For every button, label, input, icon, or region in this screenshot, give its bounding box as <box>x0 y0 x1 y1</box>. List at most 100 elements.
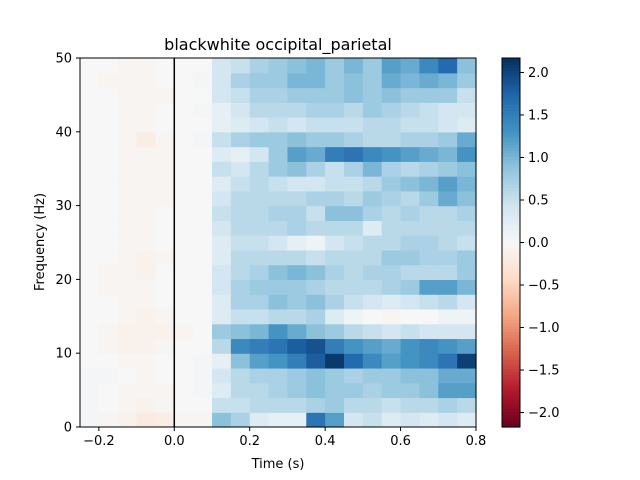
heatmap-cell <box>381 367 402 384</box>
heatmap-cell <box>193 87 213 103</box>
heatmap-cell <box>400 294 421 310</box>
heatmap-cell <box>287 102 307 118</box>
heatmap-cell <box>174 308 194 325</box>
colorbar-segment <box>502 411 520 416</box>
heatmap-cell <box>193 279 213 295</box>
colorbar-segment <box>502 340 520 345</box>
heatmap-cell <box>174 220 194 236</box>
heatmap-cell <box>230 397 251 413</box>
colorbar-segment <box>502 377 520 382</box>
heatmap-cell <box>249 161 270 177</box>
colorbar-segment <box>502 248 520 253</box>
colorbar-segment <box>502 417 520 422</box>
heatmap-cell <box>457 146 477 162</box>
heatmap-cell <box>155 397 175 413</box>
colorbar-segment <box>502 110 520 114</box>
heatmap-cell <box>362 279 383 295</box>
heatmap-cell <box>457 190 477 207</box>
colorbar-segment <box>502 251 520 256</box>
heatmap-cell <box>457 397 477 413</box>
heatmap-cell <box>98 58 119 74</box>
colorbar-tick-label: −1.5 <box>528 364 560 379</box>
heatmap-cell <box>400 397 421 413</box>
heatmap-cell <box>400 146 421 162</box>
heatmap-cell <box>98 220 119 236</box>
heatmap-cell <box>174 205 194 221</box>
heatmap-cell <box>249 102 270 118</box>
heatmap-cell <box>325 308 345 325</box>
colorbar-segment <box>502 239 520 244</box>
heatmap-cell <box>249 87 270 103</box>
y-tick-label: 30 <box>55 199 72 214</box>
colorbar-segment <box>502 242 520 247</box>
heatmap-cell <box>457 235 477 251</box>
colorbar-segment <box>502 310 520 314</box>
heatmap-cell <box>457 87 477 103</box>
colorbar-tick-label: 1.5 <box>528 108 549 123</box>
heatmap-cell <box>344 338 364 354</box>
heatmap-cell <box>80 249 100 266</box>
heatmap-cell <box>362 412 383 428</box>
heatmap-cell <box>400 353 421 369</box>
heatmap-cell <box>136 235 157 251</box>
heatmap-cell <box>249 146 270 162</box>
colorbar-segment <box>502 365 520 370</box>
colorbar-segment <box>502 257 520 262</box>
heatmap-cell <box>306 308 326 325</box>
heatmap-cell <box>325 176 345 192</box>
heatmap-cell <box>193 308 213 325</box>
heatmap-cell <box>136 58 157 74</box>
heatmap-cell <box>155 235 175 251</box>
heatmap-cell <box>400 264 421 280</box>
heatmap-cell <box>268 382 289 399</box>
colorbar-segment <box>502 279 520 284</box>
heatmap-cell <box>155 220 175 236</box>
heatmap-cell <box>268 87 289 103</box>
heatmap-cell <box>249 58 270 74</box>
heatmap-cell <box>117 412 138 428</box>
heatmap-cell <box>268 353 289 369</box>
heatmap-cell <box>230 353 251 369</box>
heatmap-cell <box>381 161 402 177</box>
heatmap-cell <box>287 205 307 221</box>
heatmap-cell <box>362 264 383 280</box>
heatmap-cell <box>362 161 383 177</box>
heatmap-cell <box>249 190 270 207</box>
heatmap-cell <box>400 308 421 325</box>
heatmap-cell <box>212 72 232 89</box>
heatmap-cell <box>249 367 270 384</box>
heatmap-cell <box>268 397 289 413</box>
heatmap-cell <box>381 323 402 340</box>
heatmap-cell <box>344 279 364 295</box>
heatmap-cell <box>400 367 421 384</box>
heatmap-cell <box>136 249 157 266</box>
colorbar-segment <box>502 165 520 170</box>
heatmap-cell <box>457 72 477 89</box>
colorbar-segment <box>502 288 520 293</box>
heatmap-cell <box>419 146 439 162</box>
heatmap-cell <box>325 412 345 428</box>
heatmap-cell <box>230 308 251 325</box>
heatmap-cell <box>117 235 138 251</box>
heatmap-cell <box>193 72 213 89</box>
heatmap-cell <box>230 205 251 221</box>
heatmap-cell <box>362 131 383 148</box>
colorbar-segment <box>502 405 520 410</box>
heatmap-cell <box>136 146 157 162</box>
heatmap-cell <box>136 323 157 340</box>
colorbar-segment <box>502 393 520 397</box>
heatmap-cell <box>212 338 232 354</box>
heatmap-cell <box>438 249 458 266</box>
colorbar-segment <box>502 101 520 105</box>
heatmap-cell <box>212 367 232 384</box>
heatmap-cell <box>381 205 402 221</box>
heatmap-cell <box>400 323 421 340</box>
heatmap-cell <box>381 249 402 266</box>
heatmap-cell <box>212 294 232 310</box>
heatmap-cell <box>344 235 364 251</box>
colorbar-segment <box>502 64 520 68</box>
heatmap-cell <box>438 161 458 177</box>
heatmap-cell <box>362 323 383 340</box>
colorbar-segment <box>502 227 520 231</box>
heatmap-cell <box>98 161 119 177</box>
